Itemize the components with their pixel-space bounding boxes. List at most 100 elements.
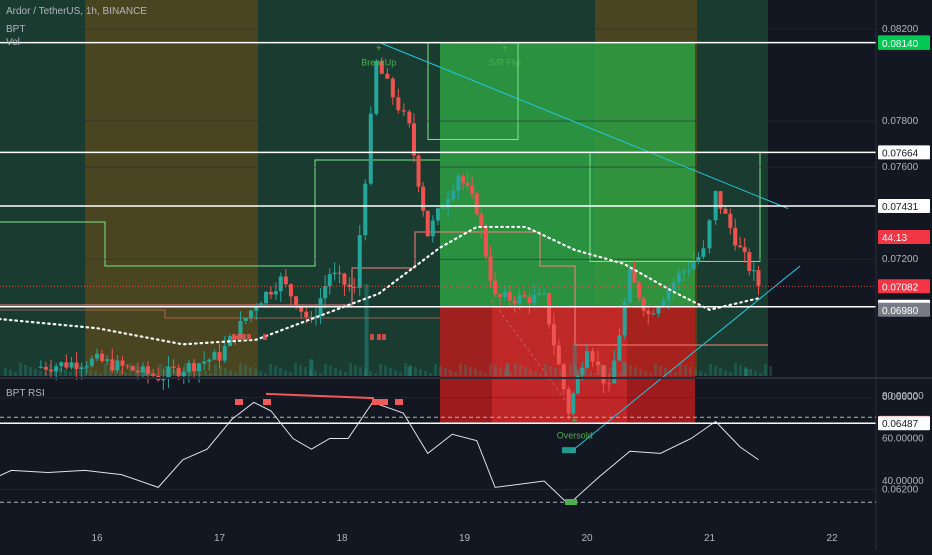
rsi-signal-marker [380,399,388,405]
signal-marker [232,334,236,340]
price-axis-background [876,0,932,550]
volume-bar-minor [479,371,482,376]
time-tick-label: 21 [704,533,716,544]
candle-body [84,365,89,368]
session-zone-5 [697,0,768,376]
upper-step-line [0,159,440,267]
price-tick-label: 0.07800 [882,116,919,127]
candle-body [517,294,522,304]
price-label-box [878,279,930,294]
candle-body [751,270,756,272]
volume-bar-minor [439,366,442,376]
candle-body [268,291,273,295]
volume-bar-minor [109,366,112,376]
signal-marker [242,334,246,340]
candle-body [332,272,337,275]
volume-bar-minor [289,372,292,376]
candle-body [273,291,278,295]
volume-bar-minor [184,363,187,376]
volume-bar-minor [274,366,277,376]
candle-body [551,324,556,346]
candle-body [465,182,470,186]
volume-bar-minor [164,366,167,376]
volume-bar [572,342,577,376]
candle-body [313,316,318,318]
volume-bar-minor [644,371,647,376]
candle-body [435,208,440,221]
volume-bar-minor [444,368,447,376]
rsi-tick-label: 40.00000 [882,476,924,487]
candle-body [627,269,632,303]
volume-bar-minor [209,373,212,376]
candle-body [38,366,43,368]
volume-bar-minor [434,364,437,376]
volume-bar-minor [449,370,452,376]
candle-body [666,289,671,301]
volume-bar-minor [334,368,337,376]
candle-body [691,261,696,270]
volume-bar-minor [649,373,652,376]
symbol-title: Ardor / TetherUS, 1h, BINANCE [6,6,147,17]
candle-body [89,358,94,366]
candle-body [264,291,269,304]
volume-bar-minor [369,371,372,376]
volume-bar-minor [539,373,542,376]
annotation-marker: + [376,44,382,55]
rsi-signal-marker [395,399,403,405]
volume-bar-minor [59,368,62,376]
volume-bar-minor [314,371,317,376]
volume-bar-minor [19,363,22,376]
volume-bar-minor [569,363,572,376]
candle-body [191,362,196,372]
volume-bar-minor [364,369,367,376]
ascending-trendline [569,265,801,453]
volume-bar-minor [319,373,322,376]
volume-bar-minor [204,371,207,376]
volume-bar-minor [394,370,397,376]
candle-body [596,361,601,365]
volume-bar-minor [144,369,147,376]
candle-body [421,186,426,211]
session-zone-1 [85,0,258,376]
candle-body [456,176,461,191]
candle-body [357,235,362,288]
signal-marker [377,334,381,340]
volume-bar-minor [239,363,242,376]
volume-bar-minor [24,365,27,376]
candle-body [140,366,145,373]
candle-body [120,360,125,366]
volume-bar-minor [219,366,222,376]
volume-bar-minor [714,366,717,376]
candle-body [238,320,243,339]
candle-body [407,111,412,124]
candle-body [566,389,571,414]
candle-body [532,294,537,304]
candle-body [95,353,99,359]
projection-dashed-line [491,300,571,407]
price-label-text: 0.07664 [882,148,919,159]
candle-body [249,310,253,319]
volume-bar-minor [734,363,737,376]
volume-bar-minor [574,365,577,376]
candle-body [342,273,347,285]
volume-bar-minor [749,369,752,376]
target-zone-box [440,42,695,307]
candle-body [49,369,54,372]
candle-body [283,276,288,285]
candle-body [59,362,64,367]
candle-body [622,302,627,336]
candle-body [637,282,642,299]
volume-bar-minor [474,369,477,376]
volume-bar-minor [249,367,252,376]
volume-bar-minor [484,373,487,376]
candle-body [571,393,576,414]
volume-bar-minor [769,366,772,376]
candle-body [601,364,606,384]
candle-body [347,284,352,287]
volume-bar-minor [464,365,467,376]
candle-body [527,296,532,304]
candle-body [212,352,217,360]
volume-bar-minor [359,367,362,376]
